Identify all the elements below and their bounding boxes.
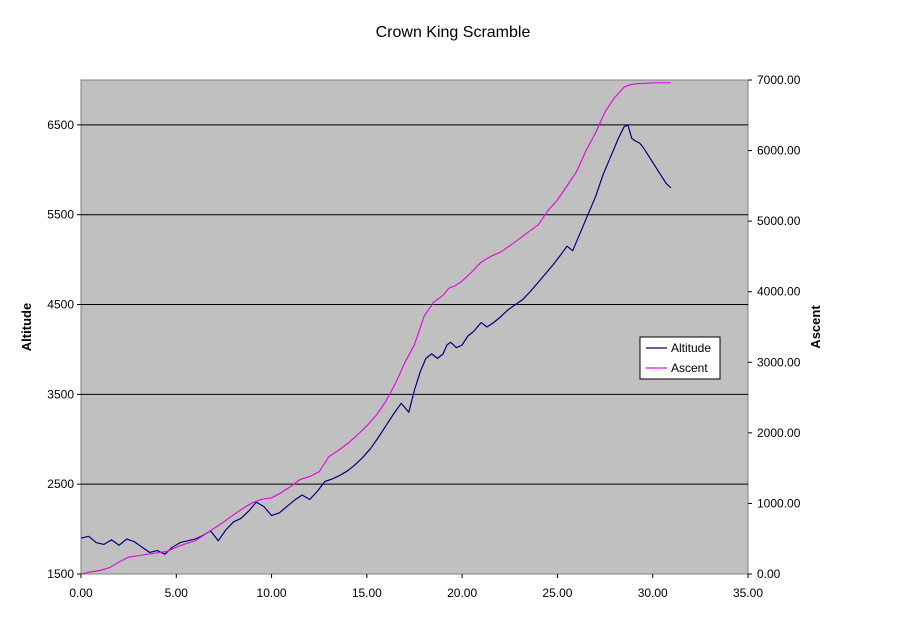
x-tick-label: 25.00 [542, 586, 572, 600]
y-axis-right: 0.00 1000.00 2000.00 3000.00 4000.00 5000.00 6… [748, 73, 801, 581]
y2-tick-label: 6000.00 [757, 144, 801, 158]
x-tick-label: 35.00 [733, 586, 763, 600]
y-tick-label: 2500 [47, 477, 74, 491]
series-line-ascent [80, 82, 671, 575]
y-axis-left: 1500 2500 3500 4500 5500 6500 [47, 118, 81, 581]
x-tick-label: 15.00 [352, 586, 382, 600]
x-tick-label: 20.00 [447, 586, 477, 600]
legend: Altitude Ascent [639, 336, 721, 380]
y2-tick-label: 7000.00 [757, 73, 801, 87]
series-line-altitude [80, 124, 672, 555]
gridlines [81, 124, 748, 485]
y2-axis-label: Ascent [808, 305, 823, 349]
y2-tick-label: 5000.00 [757, 214, 801, 228]
y2-tick-label: 0.00 [757, 567, 781, 581]
legend-label-altitude: Altitude [671, 341, 711, 355]
y-tick-label: 6500 [47, 118, 74, 132]
legend-box [639, 336, 721, 380]
y-tick-label: 4500 [47, 298, 74, 312]
x-tick-label: 30.00 [638, 586, 668, 600]
y2-tick-label: 2000.00 [757, 426, 801, 440]
legend-label-ascent: Ascent [671, 361, 708, 375]
y-tick-label: 5500 [47, 208, 74, 222]
y-tick-label: 1500 [47, 567, 74, 581]
y2-tick-label: 1000.00 [757, 496, 801, 510]
plot-area [80, 79, 749, 575]
x-tick-label: 0.00 [69, 586, 93, 600]
chart-title: Crown King Scramble [376, 24, 531, 41]
y-tick-label: 3500 [47, 387, 74, 401]
x-tick-label: 5.00 [165, 586, 189, 600]
series-lines [80, 82, 672, 575]
x-tick-label: 10.00 [257, 586, 287, 600]
y-axis-label: Altitude [19, 303, 34, 351]
x-axis: 0.00 5.00 10.00 15.00 20.00 25.00 30.00 35.00 [69, 574, 763, 600]
y2-tick-label: 4000.00 [757, 285, 801, 299]
y2-tick-label: 3000.00 [757, 355, 801, 369]
